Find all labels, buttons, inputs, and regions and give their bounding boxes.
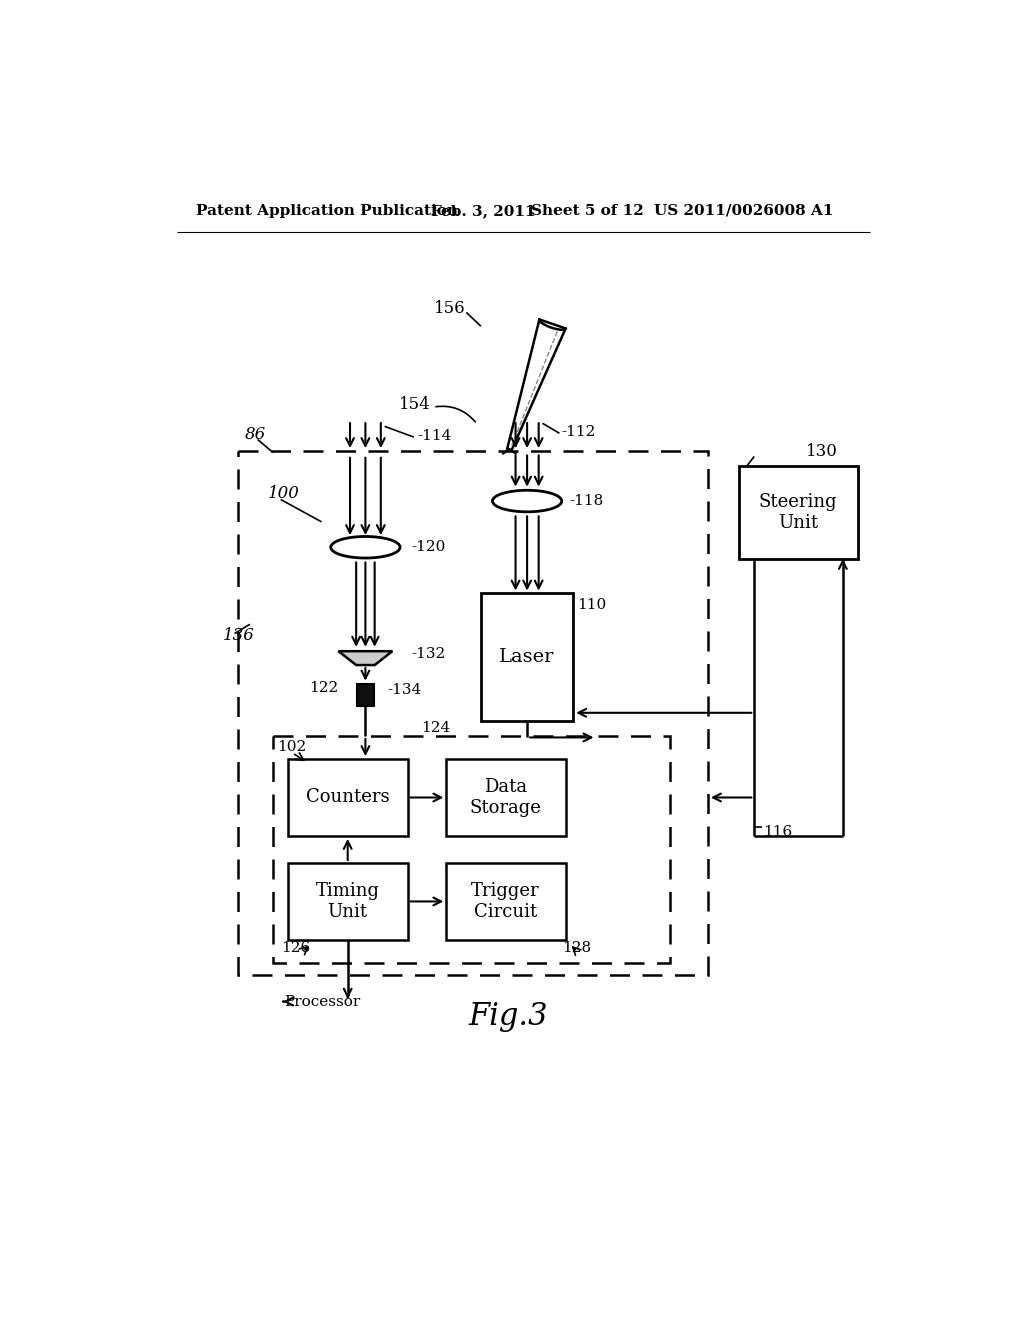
Text: 110: 110: [578, 598, 606, 612]
Text: 126: 126: [281, 941, 310, 954]
Text: -114: -114: [417, 429, 452, 442]
Text: Laser: Laser: [500, 648, 555, 665]
Text: 156: 156: [434, 300, 466, 317]
Text: US 2011/0026008 A1: US 2011/0026008 A1: [654, 203, 834, 218]
Text: -120: -120: [412, 540, 446, 554]
Text: Steering
Unit: Steering Unit: [759, 494, 838, 532]
Bar: [289, 863, 408, 940]
Text: 128: 128: [562, 941, 591, 954]
Bar: [739, 466, 858, 558]
Text: 86: 86: [245, 425, 266, 442]
Bar: [446, 759, 565, 836]
Text: Fig.3: Fig.3: [468, 1002, 548, 1032]
Text: -134: -134: [387, 684, 421, 697]
Ellipse shape: [493, 490, 562, 512]
Ellipse shape: [331, 536, 400, 558]
Text: 116: 116: [764, 825, 793, 840]
Bar: [357, 684, 374, 706]
Polygon shape: [507, 319, 565, 450]
Polygon shape: [339, 651, 392, 665]
Text: 122: 122: [309, 681, 339, 696]
Text: Processor: Processor: [285, 994, 360, 1008]
Text: -118: -118: [569, 494, 604, 508]
Text: Patent Application Publication: Patent Application Publication: [196, 203, 458, 218]
Text: Timing
Unit: Timing Unit: [315, 882, 380, 921]
Text: 124: 124: [422, 721, 451, 735]
Text: 154: 154: [399, 396, 431, 413]
Text: -112: -112: [562, 425, 596, 438]
Text: Counters: Counters: [306, 788, 389, 807]
Bar: [481, 594, 573, 721]
Text: Trigger
Circuit: Trigger Circuit: [471, 882, 540, 921]
Bar: [273, 737, 670, 964]
Text: 102: 102: [276, 741, 306, 755]
Text: 100: 100: [267, 484, 299, 502]
Text: -132: -132: [412, 647, 445, 661]
Text: Data
Storage: Data Storage: [470, 777, 542, 817]
Bar: [446, 863, 565, 940]
Text: Feb. 3, 2011: Feb. 3, 2011: [431, 203, 536, 218]
Bar: [289, 759, 408, 836]
Text: 136: 136: [223, 627, 255, 644]
Bar: [239, 451, 708, 974]
Text: 130: 130: [806, 442, 838, 459]
Text: Sheet 5 of 12: Sheet 5 of 12: [531, 203, 644, 218]
